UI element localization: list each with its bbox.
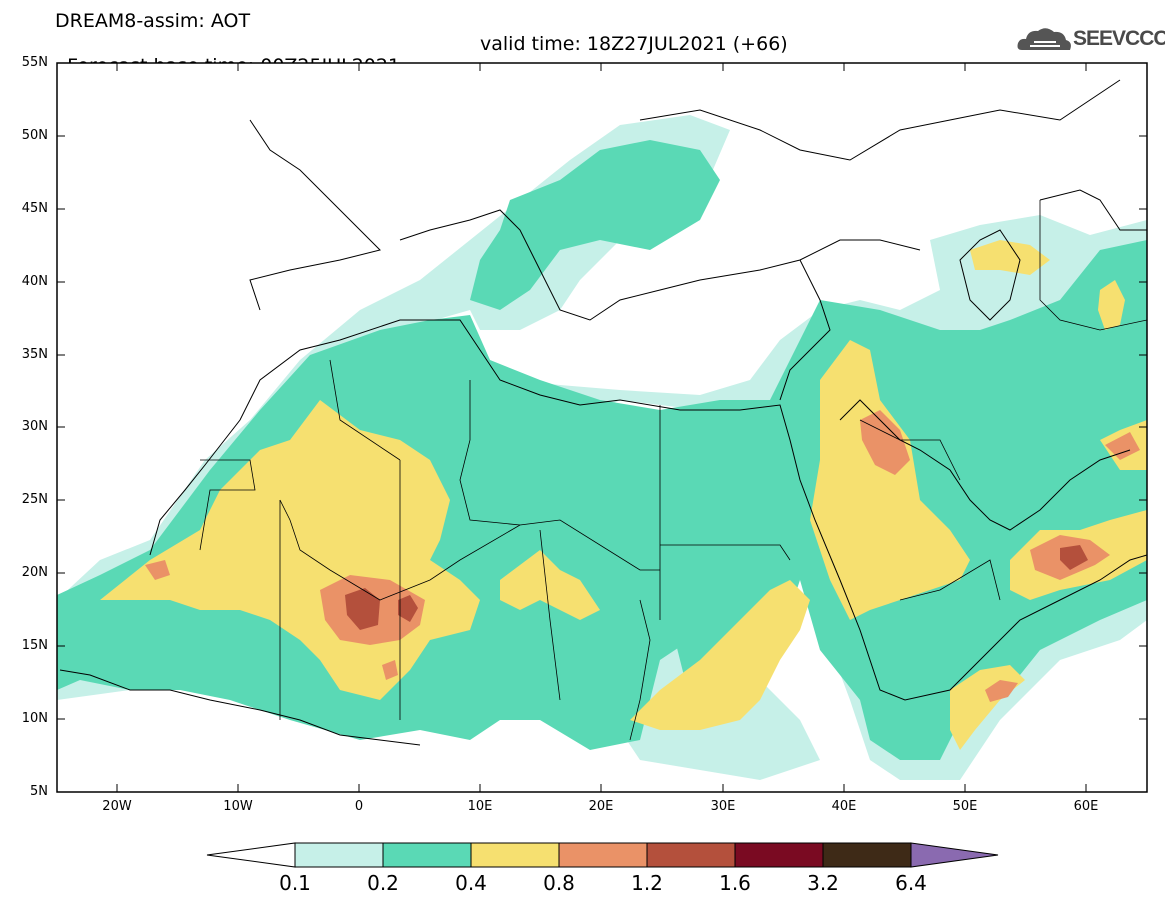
lat-label: 25N [21,492,48,507]
colorbar-label: 0.2 [367,871,399,895]
colorbar-swatch [822,842,912,868]
lat-label: 50N [21,128,48,143]
map-title: DREAM8-assim: AOT [55,10,251,32]
lon-label: 20W [102,799,132,814]
lon-label: 20E [588,799,614,814]
colorbar-label: 6.4 [895,871,927,895]
lat-label: 20N [21,565,48,580]
country-borders [199,200,1147,741]
logo-text: SEEVCCC [1073,27,1165,50]
lon-label: 30E [710,799,736,814]
coastlines [59,79,1147,746]
aot-field [57,63,1147,792]
aot-level-1-2 [345,545,1088,630]
lat-label: 5N [30,784,48,799]
lat-label: 35N [21,347,48,362]
lon-label: 50E [952,799,978,814]
lat-label: 55N [21,55,48,70]
lon-label: 40E [831,799,857,814]
colorbar-label: 1.6 [719,871,751,895]
lat-label: 10N [21,711,48,726]
colorbar-swatch [646,842,736,868]
valid-time: valid time: 18Z27JUL2021 (+66) [480,33,788,55]
lat-label: 45N [21,201,48,216]
colorbar-label: 0.4 [455,871,487,895]
colorbar-label: 1.2 [631,871,663,895]
lon-label: 10W [223,799,253,814]
colorbar-swatch [558,842,648,868]
cloud-icon [1017,28,1071,50]
colorbar-swatch [470,842,560,868]
colorbar [206,842,999,868]
colorbar-swatch [294,842,384,868]
colorbar-swatch [734,842,824,868]
lat-label: 15N [21,638,48,653]
colorbar-high-arrow [910,842,999,868]
colorbar-swatch [382,842,472,868]
colorbar-label: 3.2 [807,871,839,895]
colorbar-label: 0.8 [543,871,575,895]
axis-ticks [57,62,1147,792]
colorbar-low-arrow [206,842,296,868]
lat-label: 40N [21,274,48,289]
lon-label: 60E [1073,799,1099,814]
lon-label: 10E [467,799,493,814]
lat-label: 30N [21,419,48,434]
lon-label: 0 [354,799,364,814]
colorbar-label: 0.1 [279,871,311,895]
